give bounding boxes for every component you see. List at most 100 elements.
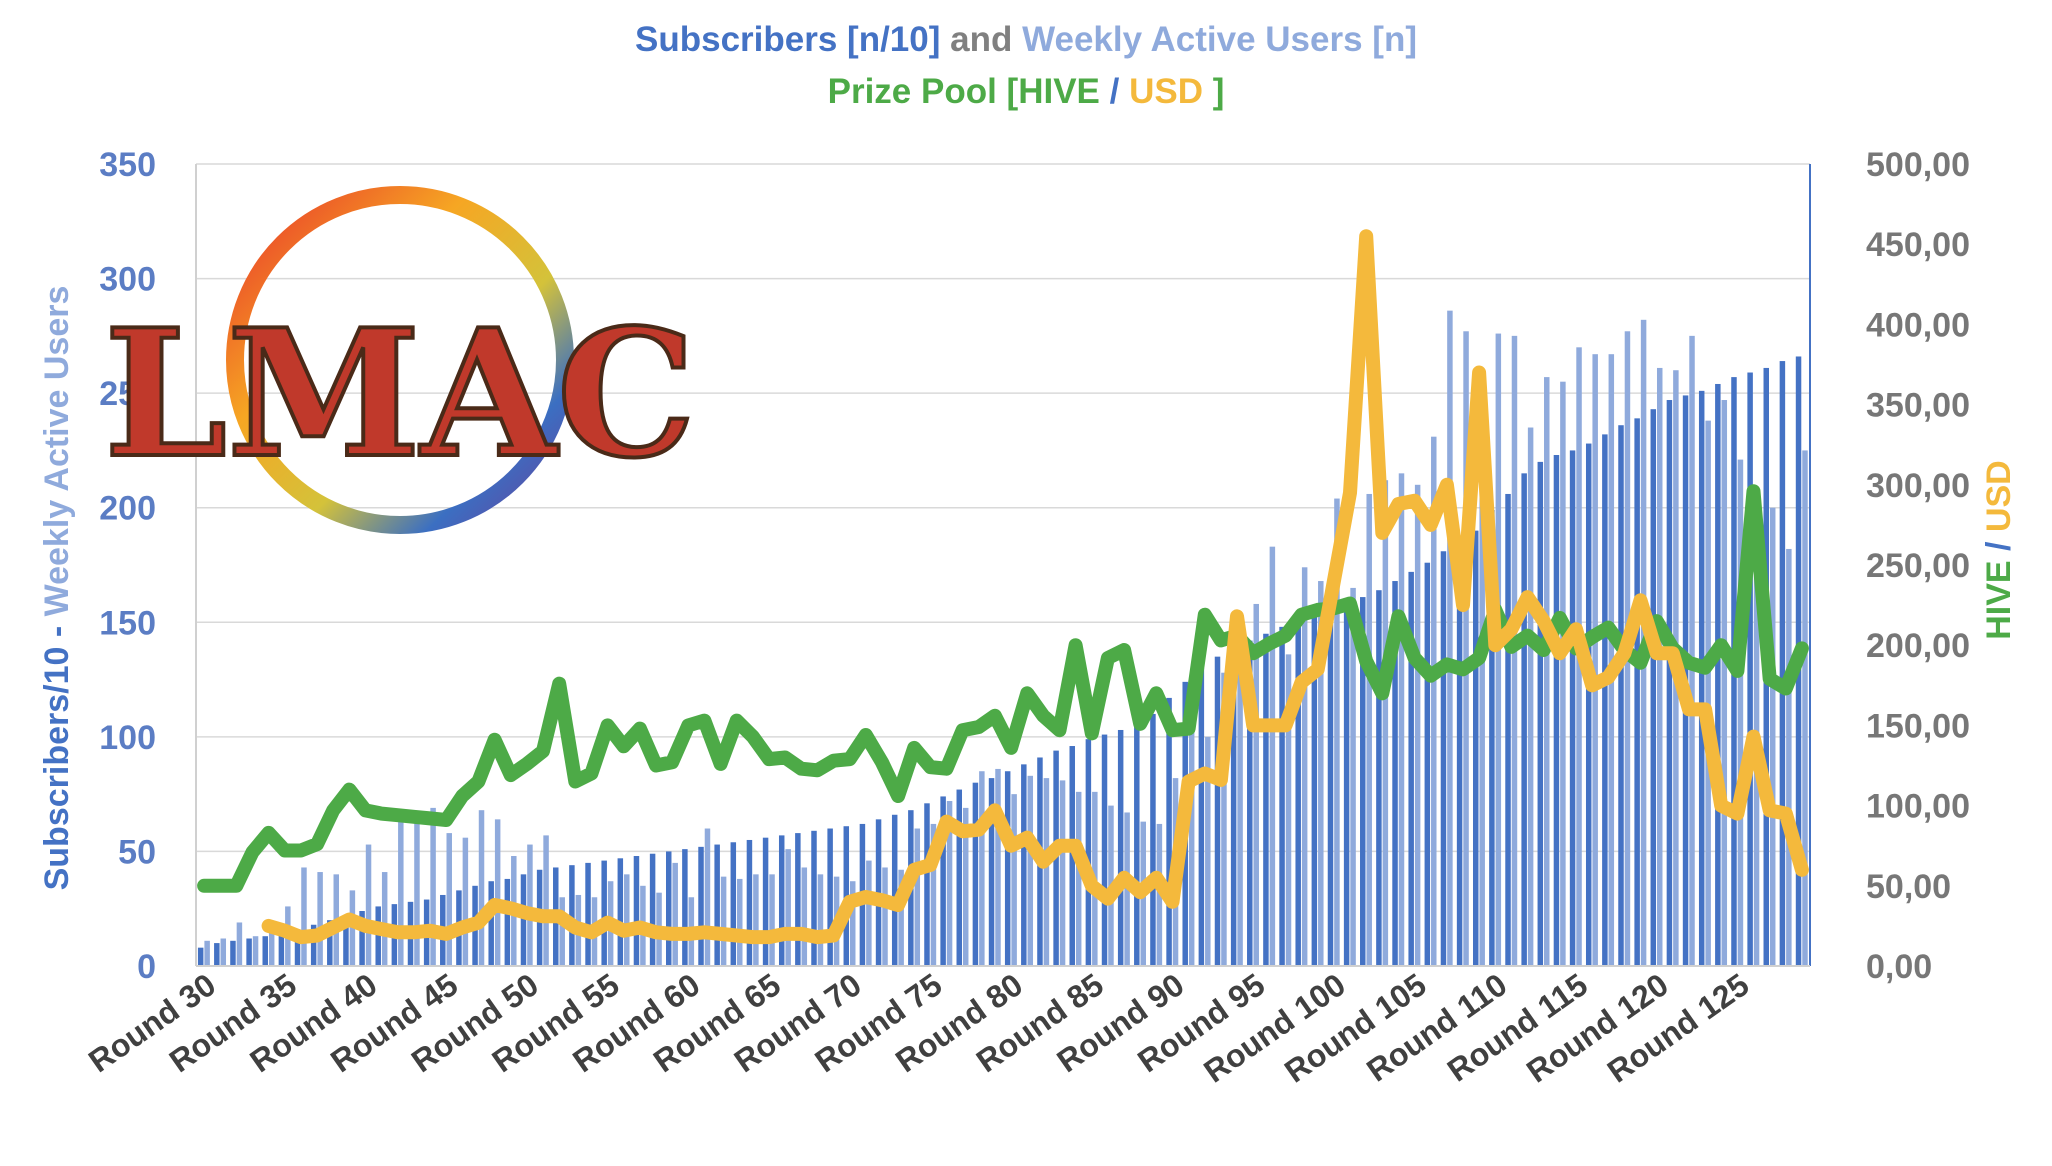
subscribers-bar <box>1247 640 1253 966</box>
wau-bar <box>817 874 824 966</box>
wau-bar <box>1786 548 1792 966</box>
subscribers-bar <box>972 782 979 966</box>
subscribers-bar <box>665 851 672 966</box>
wau-bar <box>753 874 759 966</box>
wau-bar <box>1544 377 1550 966</box>
subscribers-bar <box>1150 713 1156 966</box>
wau-bar <box>527 844 533 966</box>
wau-bar <box>1043 778 1050 966</box>
wau-bar <box>737 878 743 966</box>
subscribers-bar <box>1198 668 1205 966</box>
wau-bar <box>785 849 791 966</box>
wau-bar <box>914 828 921 966</box>
wau-bar <box>301 867 307 966</box>
subscribers-bar <box>504 878 511 966</box>
wau-bar <box>769 874 775 966</box>
wau-bar <box>365 844 372 966</box>
subscribers-bar <box>682 849 688 966</box>
axes <box>195 164 1811 967</box>
wau-bar <box>962 807 969 966</box>
wau-bar <box>398 821 404 966</box>
wau-bar <box>317 872 323 966</box>
subscribers-bar <box>230 940 236 966</box>
right-tick-label: 100,00 <box>1866 788 1970 826</box>
wau-bar <box>1221 672 1227 966</box>
subscribers-bar <box>956 789 963 966</box>
subscribers-bar <box>1456 542 1463 966</box>
subscribers-bar <box>1747 372 1753 966</box>
chart-title-line2: Prize Pool [HIVE / USD ] <box>0 72 2052 112</box>
wau-bar <box>1011 794 1017 966</box>
subscribers-bar <box>746 839 753 966</box>
prize-lines <box>197 229 1809 945</box>
subscribers-bar <box>1021 764 1027 966</box>
subscribers-bar <box>1585 443 1592 966</box>
right-tick-label: 400,00 <box>1866 306 1970 344</box>
subscribers-bar <box>617 858 624 966</box>
subscribers-bar <box>1715 383 1721 966</box>
wau-bar <box>1431 436 1437 966</box>
wau-bar <box>1689 335 1695 966</box>
subscribers-bar <box>197 947 204 966</box>
subscribers-bar <box>1553 455 1560 966</box>
wau-bar <box>930 823 937 966</box>
chart-title-line1: Subscribers [n/10] and Weekly Active Use… <box>0 20 2052 60</box>
subscribers-bar <box>1666 400 1673 966</box>
subscribers-bar <box>1263 633 1269 966</box>
wau-bar <box>1269 546 1276 966</box>
wau-bar <box>220 938 227 966</box>
subscribers-bar <box>1376 590 1382 966</box>
left-tick-label: 250 <box>99 375 156 413</box>
left-axis-ticks: 0 50 100 150 200 250 300 350 <box>99 146 156 986</box>
subscribers-bar <box>1618 425 1624 966</box>
subscribers-bar <box>585 862 591 966</box>
left-tick-label: 300 <box>99 261 156 299</box>
subscribers-bar <box>1166 697 1172 966</box>
subscribers-bar <box>1117 729 1124 966</box>
left-tick-label: 50 <box>118 833 156 871</box>
subscribers-bar <box>1650 409 1657 966</box>
wau-bar <box>1334 498 1340 966</box>
wau-bar <box>1802 450 1808 966</box>
right-tick-label: 0,00 <box>1866 948 1932 986</box>
wau-bar <box>672 862 678 966</box>
title-prize: Prize Pool [HIVE <box>827 72 1100 111</box>
subscribers-bar <box>246 938 252 966</box>
title-slash: / <box>1109 72 1120 111</box>
wau-bar <box>1253 603 1259 966</box>
right-tick-label: 250,00 <box>1866 547 1970 585</box>
subscribers-bar <box>214 943 220 966</box>
right-axis-label: HIVE / USD <box>1980 460 2018 640</box>
subscribers-bar <box>1634 418 1640 966</box>
hive-line <box>197 484 1809 893</box>
wau-bar <box>204 940 210 966</box>
wau-bar <box>1059 780 1066 966</box>
wau-bar <box>236 922 243 966</box>
subscribers-bar <box>1327 610 1334 966</box>
subscribers-bar <box>1101 734 1108 966</box>
subscribers-bar <box>730 842 737 966</box>
wau-bar <box>1156 823 1163 966</box>
wau-bar <box>252 936 259 966</box>
subscribers-bar <box>698 846 704 966</box>
wau-bar <box>381 872 388 966</box>
subscribers-bar <box>278 933 285 966</box>
subscribers-bar <box>294 929 301 966</box>
wau-bar <box>1285 654 1292 966</box>
left-tick-label: 0 <box>137 948 156 986</box>
right-tick-label: 300,00 <box>1866 467 1970 505</box>
wau-bar <box>559 897 565 966</box>
usd-line <box>261 229 1809 945</box>
subscribers-bar <box>1489 510 1495 966</box>
subscribers-bar <box>827 828 833 966</box>
left-tick-label: 150 <box>99 604 156 642</box>
subscribers-bar <box>1698 390 1705 966</box>
wau-bar <box>1479 372 1485 966</box>
wau-bar <box>882 867 888 966</box>
wau-bar <box>1237 613 1243 966</box>
subscribers-bar <box>1343 606 1350 966</box>
wau-bar <box>979 771 985 966</box>
logo-text: LMAC <box>104 292 696 497</box>
subscribers-bar <box>778 835 785 966</box>
